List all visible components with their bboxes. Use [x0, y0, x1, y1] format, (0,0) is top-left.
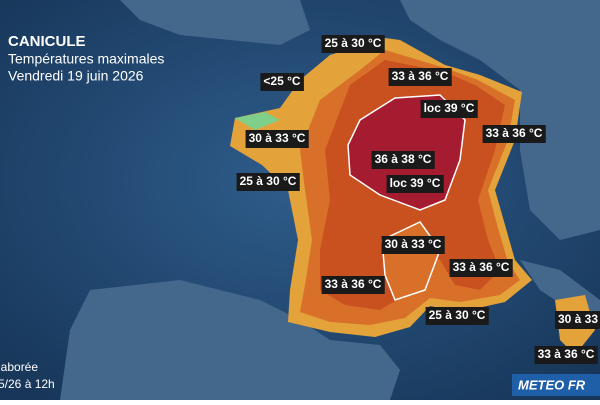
label-box	[321, 276, 385, 294]
zone-label: loc 39 °C	[420, 100, 478, 118]
label-text: 30 à 33 °C	[249, 131, 306, 145]
label-text: 33 à 36 °C	[392, 69, 449, 83]
label-box	[371, 151, 435, 169]
title: CANICULE	[8, 33, 86, 50]
label-box	[386, 175, 444, 193]
zone-label: 30 à 33 °C	[381, 236, 445, 254]
zone-label: 33 à 36 °C	[321, 276, 385, 294]
label-box	[534, 346, 598, 364]
label-text: 33 à 36 °C	[453, 260, 510, 274]
footer-line: 5/26 à 12h	[0, 377, 55, 391]
zone-label: 30 à 33 °C	[245, 130, 309, 148]
date: Vendredi 19 juin 2026	[8, 68, 144, 84]
zone-label: <25 °C	[260, 73, 304, 91]
label-box	[425, 307, 489, 325]
label-text: 36 à 38 °C	[375, 152, 432, 166]
label-text: 33 à 36 °C	[538, 347, 595, 361]
zone-label: 33 à 36 °C	[388, 68, 452, 86]
label-box	[482, 125, 546, 143]
footer-line: laborée	[0, 360, 38, 374]
label-box	[381, 236, 445, 254]
zone-label: 25 à 30 °C	[425, 307, 489, 325]
zone-label: 25 à 30 °C	[236, 173, 300, 191]
label-text: 33 à 36 °C	[325, 277, 382, 291]
label-text: 33 à 36 °C	[486, 126, 543, 140]
zone-label: loc 39 °C	[386, 175, 444, 193]
label-box	[260, 73, 304, 91]
label-text: 30 à 33	[558, 312, 598, 326]
label-box	[321, 35, 385, 53]
brand: METEO FR	[518, 377, 586, 392]
label-box	[236, 173, 300, 191]
zone-label: 36 à 38 °C	[371, 151, 435, 169]
label-text: 25 à 30 °C	[240, 174, 297, 188]
label-text: <25 °C	[263, 74, 300, 88]
land-east	[400, 0, 600, 240]
label-box	[449, 259, 513, 277]
label-text: 25 à 30 °C	[429, 308, 486, 322]
subtitle: Températures maximales	[8, 51, 164, 67]
zone-label: 33 à 36 °C	[534, 346, 598, 364]
label-text: 25 à 30 °C	[325, 36, 382, 50]
zone-label: 25 à 30 °C	[321, 35, 385, 53]
label-box	[388, 68, 452, 86]
label-text: loc 39 °C	[424, 101, 475, 115]
label-box	[245, 130, 309, 148]
label-text: 30 à 33 °C	[385, 237, 442, 251]
zone-lt25	[235, 112, 280, 130]
label-box	[554, 311, 600, 329]
brand-box	[512, 374, 600, 396]
zone-label: 33 à 36 °C	[449, 259, 513, 277]
label-text: loc 39 °C	[390, 176, 441, 190]
zone-label: 33 à 36 °C	[482, 125, 546, 143]
land-uk	[120, 0, 310, 45]
label-box	[420, 100, 478, 118]
zone-label: 30 à 33	[554, 311, 600, 329]
land-spain	[60, 280, 400, 400]
